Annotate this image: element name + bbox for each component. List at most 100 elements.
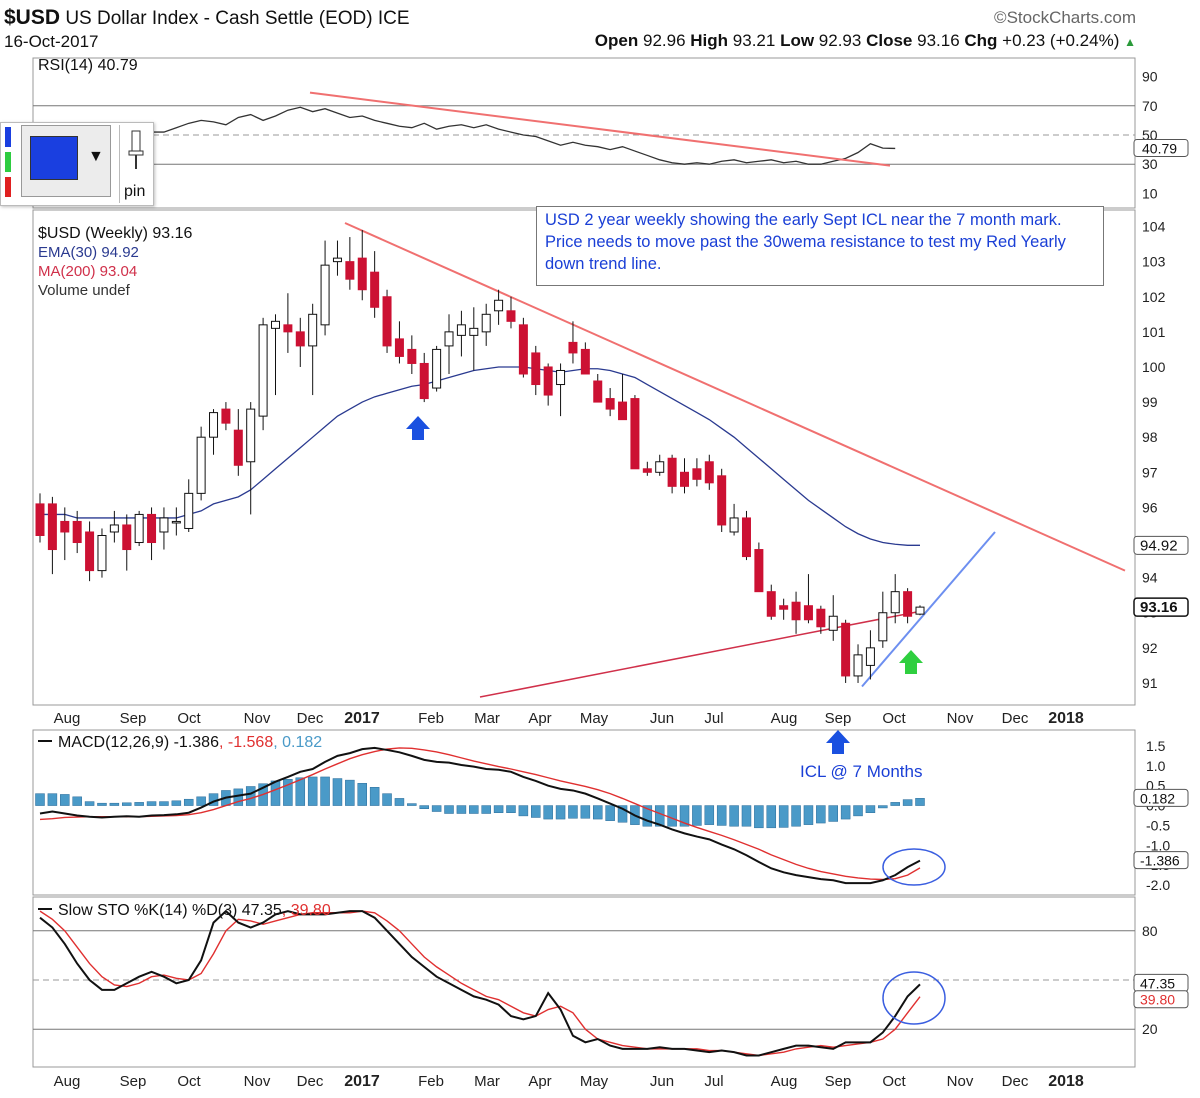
macd-histogram-bar xyxy=(270,780,281,806)
candle-body xyxy=(270,320,280,329)
x-tick-label: Nov xyxy=(947,710,974,727)
macd-histogram-bar xyxy=(692,805,702,826)
macd-histogram-bar xyxy=(109,802,120,806)
macd-last-box xyxy=(1133,851,1189,870)
copyright-icon: © xyxy=(994,8,1007,27)
candle-body xyxy=(630,398,640,470)
candle-body xyxy=(556,369,566,386)
candle-body xyxy=(370,271,380,308)
candle-body xyxy=(258,324,268,417)
candle-body xyxy=(97,534,107,572)
macd-y-tick: -2.0 xyxy=(1146,877,1170,893)
candle-body xyxy=(159,517,169,533)
candle-body xyxy=(171,520,181,524)
exchange: ICE xyxy=(377,8,410,29)
candle-body xyxy=(704,461,714,484)
low-label: Low xyxy=(780,31,815,50)
macd-legend-part-1: , -1.568 xyxy=(219,734,273,751)
candle-body xyxy=(60,520,70,533)
rsi-y-tick: 70 xyxy=(1142,98,1158,114)
macd-histogram-bar xyxy=(407,803,417,806)
color-swatch[interactable] xyxy=(30,136,78,180)
candle-body xyxy=(147,513,157,544)
macd-histogram-bar xyxy=(543,805,553,820)
candle-body xyxy=(754,549,764,593)
open-label: Open xyxy=(594,31,639,50)
x-tick-label: Dec xyxy=(297,710,324,727)
candle-body xyxy=(593,380,603,403)
price-y-tick: 96 xyxy=(1142,499,1158,515)
candle-body xyxy=(295,331,305,347)
macd-histogram-bar xyxy=(394,798,405,806)
macd-histogram-bar xyxy=(518,805,529,817)
candle-body xyxy=(779,605,789,610)
candle-body xyxy=(394,338,404,357)
x-tick-label-lower: Mar xyxy=(474,1073,500,1090)
ohlc-summary: Open 92.96 High 93.21 Low 92.93 Close 93… xyxy=(595,31,1136,51)
green-up-arrow-icon xyxy=(899,650,923,674)
macd-histogram-bar xyxy=(667,805,677,827)
macd-histogram-bar xyxy=(146,801,157,806)
macd-histogram-bar xyxy=(47,793,58,806)
price-y-tick: 104 xyxy=(1142,219,1166,235)
candle-body xyxy=(506,310,516,322)
macd-histogram-bar xyxy=(84,801,95,806)
candle-body xyxy=(35,503,45,536)
icl-annotation: ICL @ 7 Months xyxy=(800,762,923,781)
price-y-tick: 101 xyxy=(1142,324,1166,340)
macd-y-tick: -0.5 xyxy=(1146,817,1170,833)
x-tick-label: Apr xyxy=(528,710,551,727)
candle-body xyxy=(382,296,392,347)
gridlines xyxy=(33,105,1135,1030)
color-bar-blue[interactable] xyxy=(5,127,11,147)
sto-legend: Slow STO %K(14) %D(3) 47.35, 39.80 xyxy=(58,902,331,919)
candle-body xyxy=(407,348,417,364)
color-picker-widget[interactable]: ▼ pin xyxy=(0,122,154,206)
color-dropdown[interactable]: ▼ xyxy=(21,125,111,197)
x-tick-label: 2017 xyxy=(344,710,380,727)
x-tick-label-lower: Apr xyxy=(528,1073,551,1090)
candle-body xyxy=(890,591,900,614)
macd-histogram-bar xyxy=(159,801,169,806)
candle-body xyxy=(345,261,355,280)
x-tick-label: Jun xyxy=(650,710,674,727)
x-tick-label: Dec xyxy=(1002,710,1029,727)
price-y-tick: 100 xyxy=(1142,359,1166,375)
pin-label: pin xyxy=(124,183,146,200)
pin-icon xyxy=(128,130,144,169)
chart-marks xyxy=(35,91,1126,1057)
candle-body xyxy=(246,408,256,463)
x-tick-label-lower: Aug xyxy=(54,1073,81,1090)
x-tick-label-lower: 2017 xyxy=(344,1073,380,1090)
symbol: $USD xyxy=(4,6,61,29)
sto-k-last-label: 47.35 xyxy=(1140,975,1175,991)
sto-legend-part-1: , 39.80 xyxy=(282,902,331,919)
x-tick-label-lower: Sep xyxy=(825,1073,852,1090)
x-tick-label-lower: Dec xyxy=(1002,1073,1029,1090)
sto-y-tick: 80 xyxy=(1142,923,1158,939)
macd-histogram-bar xyxy=(183,798,194,806)
x-tick-label: Nov xyxy=(244,710,271,727)
dropdown-arrow-icon[interactable]: ▼ xyxy=(88,148,104,165)
macd-histogram-bar xyxy=(469,805,479,814)
candle-body xyxy=(308,313,318,347)
color-bar-red[interactable] xyxy=(5,177,11,197)
candle-body xyxy=(134,513,144,544)
macd-histogram-bar xyxy=(60,794,70,806)
macd-y-tick: 1.0 xyxy=(1146,758,1166,774)
price-y-tick: 91 xyxy=(1142,675,1158,691)
candle-body xyxy=(72,520,82,544)
macd-panel xyxy=(32,729,1136,896)
yearly-downtrend-line xyxy=(344,222,1126,572)
x-tick-label: Mar xyxy=(474,710,500,727)
candle-body xyxy=(209,412,219,438)
candle-body xyxy=(233,429,243,466)
price-y-tick: 102 xyxy=(1142,289,1166,305)
sto-d-line xyxy=(39,910,921,1057)
pin-button[interactable]: pin xyxy=(119,125,152,203)
color-bar-green[interactable] xyxy=(5,152,11,172)
x-tick-label-lower: Nov xyxy=(244,1073,271,1090)
rsi-legend: RSI(14) 40.79 xyxy=(38,57,138,74)
brand[interactable]: ©StockCharts.com xyxy=(994,8,1136,28)
